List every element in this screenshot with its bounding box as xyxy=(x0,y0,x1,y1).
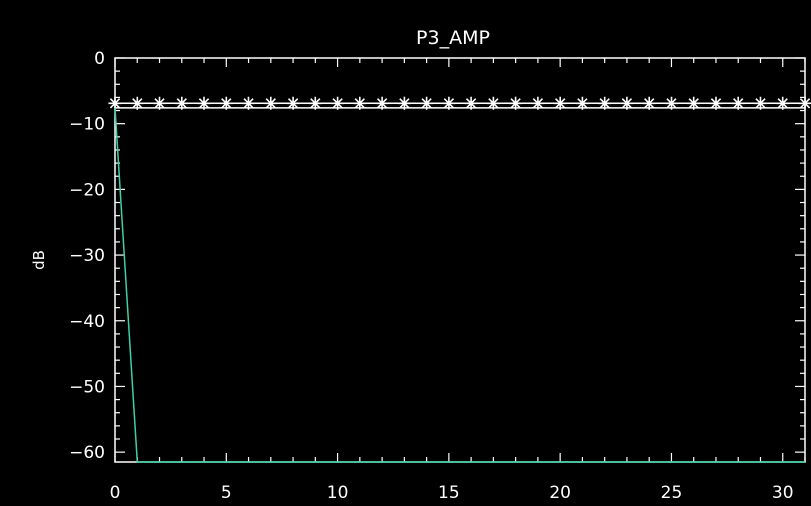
asterisk-marker xyxy=(464,96,478,110)
asterisk-marker xyxy=(776,96,790,110)
asterisk-marker xyxy=(219,96,233,110)
asterisk-marker xyxy=(598,96,612,110)
y-tick-label: −40 xyxy=(69,312,105,332)
asterisk-marker xyxy=(308,96,322,110)
asterisk-marker xyxy=(509,96,523,110)
x-tick-label: 10 xyxy=(327,483,349,503)
asterisk-marker xyxy=(642,96,656,110)
x-tick-label: 20 xyxy=(549,483,571,503)
asterisk-marker xyxy=(130,96,144,110)
asterisk-marker xyxy=(175,96,189,110)
y-tick-label: −60 xyxy=(69,443,105,463)
y-tick-label: −20 xyxy=(69,180,105,200)
asterisk-marker xyxy=(153,96,166,110)
y-tick-label: 0 xyxy=(94,49,105,69)
asterisk-marker xyxy=(375,96,389,110)
series-1 xyxy=(108,96,811,110)
series-3 xyxy=(114,107,805,463)
asterisk-marker xyxy=(798,96,811,110)
x-tick-label: 30 xyxy=(772,483,794,503)
asterisk-marker xyxy=(731,96,745,110)
asterisk-marker xyxy=(397,96,411,110)
chart-title: P3_AMP xyxy=(416,27,490,49)
x-tick-label: 15 xyxy=(438,483,460,503)
asterisk-marker xyxy=(108,96,122,110)
asterisk-marker xyxy=(687,96,701,110)
asterisk-marker xyxy=(331,96,345,110)
asterisk-marker xyxy=(353,96,367,110)
asterisk-marker xyxy=(264,96,278,110)
asterisk-marker xyxy=(197,96,211,110)
x-tick-label: 5 xyxy=(221,483,232,503)
asterisk-marker xyxy=(486,96,500,110)
asterisk-marker xyxy=(754,96,767,110)
y-tick-label: −10 xyxy=(69,115,105,135)
asterisk-marker xyxy=(575,96,589,110)
asterisk-marker xyxy=(620,96,634,110)
x-tick-label: 25 xyxy=(661,483,683,503)
y-axis-label: dB xyxy=(30,250,48,270)
asterisk-marker xyxy=(286,96,300,110)
asterisk-marker xyxy=(242,96,255,110)
series-line xyxy=(114,107,805,463)
asterisk-marker xyxy=(442,96,456,110)
y-tick-label: −50 xyxy=(69,377,105,397)
asterisk-marker xyxy=(420,96,434,110)
series-layer xyxy=(108,96,811,463)
asterisk-marker xyxy=(553,96,567,110)
ticks: 0 5 10 15 20 25 30 0 −10 −20 −30 −40 −50 −60 xyxy=(69,49,806,503)
asterisk-marker xyxy=(709,96,723,110)
asterisk-marker xyxy=(531,96,545,110)
x-tick-label: 0 xyxy=(110,483,121,503)
y-tick-label: −30 xyxy=(69,246,105,266)
asterisk-marker xyxy=(665,96,678,110)
